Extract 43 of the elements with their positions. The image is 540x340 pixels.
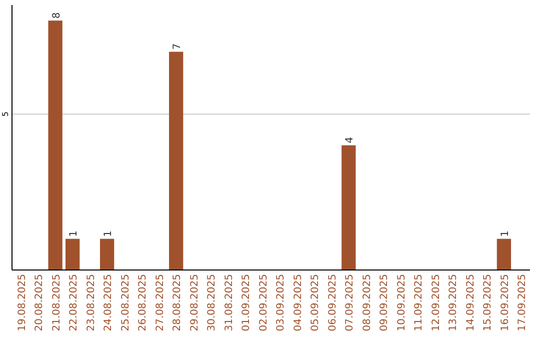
x-tick-label: 31.08.2025 <box>224 274 235 332</box>
x-tick-label: 05.09.2025 <box>310 274 322 332</box>
bar <box>496 238 512 270</box>
x-tick-label: 01.09.2025 <box>241 274 252 332</box>
x-tick-label: 30.08.2025 <box>206 274 218 332</box>
bar <box>169 52 184 270</box>
x-tick-label: 04.09.2025 <box>292 274 304 332</box>
data-label: 8 <box>51 12 62 19</box>
data-label: 1 <box>500 230 511 237</box>
x-tick-label: 10.09.2025 <box>396 274 408 332</box>
x-tick-label: 25.08.2025 <box>120 274 132 332</box>
x-tick-label: 09.09.2025 <box>379 274 390 332</box>
x-tick-label: 15.09.2025 <box>482 274 494 332</box>
data-label: 7 <box>172 43 184 50</box>
bar <box>65 238 80 270</box>
bar <box>342 145 356 270</box>
data-label: 1 <box>68 230 80 237</box>
x-tick-label: 26.08.2025 <box>138 274 149 332</box>
x-tick-label: 11.09.2025 <box>414 274 425 332</box>
x-tick-label: 28.08.2025 <box>172 274 184 332</box>
x-tick-label: 20.08.2025 <box>34 274 46 332</box>
x-tick-label: 24.08.2025 <box>103 274 114 332</box>
x-tick-label: 06.09.2025 <box>327 274 338 332</box>
y-tick-label: 5 <box>1 112 10 117</box>
x-tick-label: 21.08.2025 <box>51 274 62 332</box>
x-tick-label: 19.08.2025 <box>16 274 28 332</box>
bar <box>48 20 62 270</box>
x-tick-label: 14.09.2025 <box>465 274 476 332</box>
x-tick-label: 03.09.2025 <box>276 274 287 332</box>
x-tick-label: 16.09.2025 <box>500 274 511 332</box>
x-tick-label: 29.08.2025 <box>189 274 200 332</box>
x-tick-label: 23.08.2025 <box>86 274 97 332</box>
x-tick-label: 08.09.2025 <box>362 274 373 332</box>
x-tick-label: 02.09.2025 <box>258 274 270 332</box>
x-tick-label: 17.09.2025 <box>517 274 528 332</box>
bar <box>100 238 114 270</box>
x-tick-label: 07.09.2025 <box>344 274 356 332</box>
x-tick-label: 22.08.2025 <box>68 274 80 332</box>
data-label: 4 <box>344 136 356 144</box>
x-tick-label: 12.09.2025 <box>430 274 442 332</box>
x-tick-label: 13.09.2025 <box>448 274 460 332</box>
data-label: 1 <box>103 230 114 237</box>
x-tick-label: 27.08.2025 <box>154 274 166 332</box>
